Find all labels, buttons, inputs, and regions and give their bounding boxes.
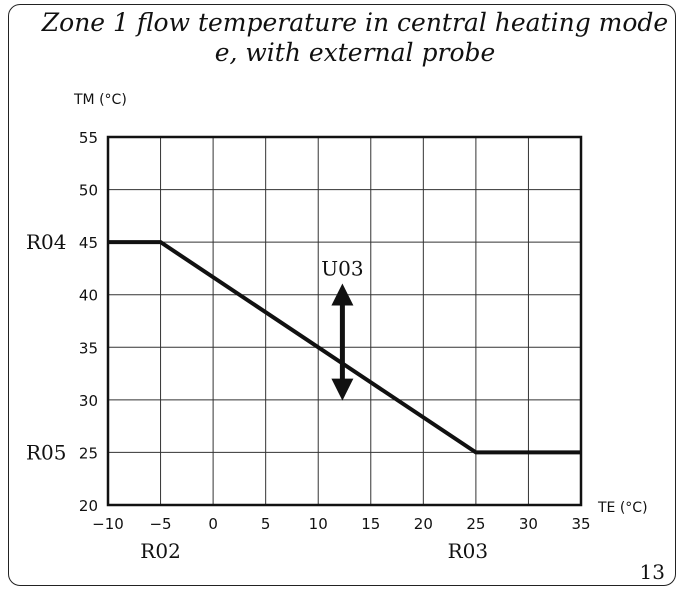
label-r02: R02 (140, 539, 181, 563)
x-tick-label: −5 (149, 515, 171, 533)
y-tick-label: 45 (79, 234, 98, 252)
x-tick-label: 0 (208, 515, 218, 533)
figure-frame (8, 4, 676, 586)
y-tick-label: 55 (79, 129, 98, 147)
label-r03: R03 (448, 539, 489, 563)
label-r04: R04 (26, 230, 67, 254)
y-tick-label: 20 (79, 497, 98, 515)
y-tick-label: 50 (79, 182, 98, 200)
y-axis-label: TM (°C) (73, 92, 127, 108)
series-line (108, 240, 581, 455)
chart-title: Zone 1 flow temperature in central heati… (0, 8, 681, 68)
x-tick-label: 35 (571, 515, 590, 533)
x-axis-label: TE (°C) (597, 500, 648, 516)
y-tick-label: 25 (79, 444, 98, 462)
x-tick-label: 30 (519, 515, 538, 533)
u03-arrow-head-down (331, 378, 354, 401)
x-tick-label: 15 (361, 515, 380, 533)
label-u03: U03 (321, 256, 363, 280)
chart-title-line-1: Zone 1 flow temperature in central heati… (41, 8, 669, 37)
page-number: 13 (639, 560, 665, 584)
label-r05: R05 (26, 440, 67, 464)
x-tick-label: 5 (261, 515, 271, 533)
x-tick-label: −10 (92, 515, 124, 533)
x-tick-label: 25 (466, 515, 485, 533)
plot-border (106, 135, 583, 507)
y-tick-label: 30 (79, 392, 98, 410)
y-tick-label: 35 (79, 339, 98, 357)
x-tick-label: 20 (414, 515, 433, 533)
x-tick-label: 10 (309, 515, 328, 533)
u03-arrow-head-up (331, 283, 354, 306)
y-tick-label: 40 (79, 287, 98, 305)
chart-title-line-2: e, with external probe (214, 38, 496, 67)
